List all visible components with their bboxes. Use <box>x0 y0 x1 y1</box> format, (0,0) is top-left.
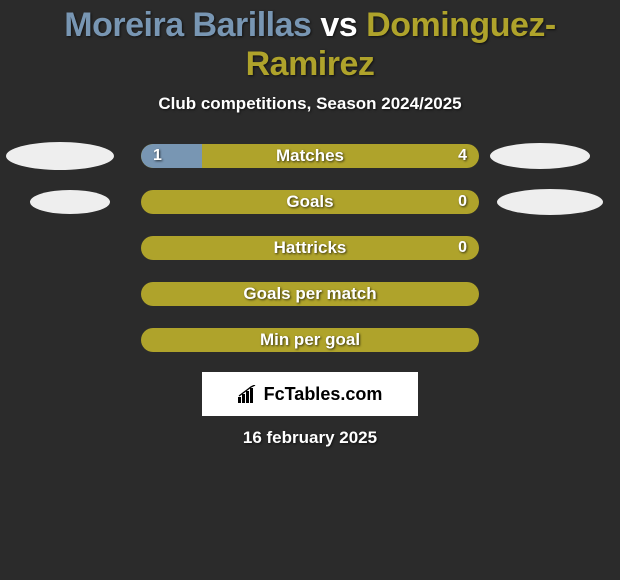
avatar-left <box>6 142 114 170</box>
stat-label: Goals per match <box>141 282 479 306</box>
stat-bar: Goals0 <box>141 190 479 214</box>
infographic-container: Moreira Barillas vs Dominguez-Ramirez Cl… <box>0 0 620 448</box>
stat-value-right: 0 <box>458 236 467 260</box>
stat-bar: Min per goal <box>141 328 479 352</box>
title-vs: vs <box>320 6 357 44</box>
stat-bar: Matches1 4 <box>141 144 479 168</box>
logo-text: FcTables.com <box>264 384 383 405</box>
stat-value-right: 4 <box>458 144 467 168</box>
stat-bar: Goals per match <box>141 282 479 306</box>
stat-label: Matches <box>141 144 479 168</box>
stat-row: Min per goal <box>0 326 620 354</box>
title-player-left: Moreira Barillas <box>64 6 311 44</box>
stat-row: Goals0 <box>0 188 620 216</box>
logo: FcTables.com <box>238 384 383 405</box>
stat-row: Goals per match <box>0 280 620 308</box>
page-title: Moreira Barillas vs Dominguez-Ramirez <box>0 6 620 84</box>
avatar-right <box>497 189 603 215</box>
stat-value-left: 1 <box>153 144 162 168</box>
stats-rows: Matches14Goals0Hattricks0Goals per match… <box>0 142 620 354</box>
bars-icon <box>238 385 260 403</box>
avatar-right <box>490 143 590 169</box>
stat-row: Hattricks0 <box>0 234 620 262</box>
stat-label: Goals <box>141 190 479 214</box>
avatar-left <box>30 190 110 214</box>
logo-box: FcTables.com <box>202 372 418 416</box>
stat-row: Matches1 4 <box>0 142 620 170</box>
stat-label: Min per goal <box>141 328 479 352</box>
date-text: 16 february 2025 <box>0 428 620 448</box>
stat-bar: Hattricks0 <box>141 236 479 260</box>
subtitle: Club competitions, Season 2024/2025 <box>0 94 620 114</box>
stat-value-right: 0 <box>458 190 467 214</box>
stat-label: Hattricks <box>141 236 479 260</box>
